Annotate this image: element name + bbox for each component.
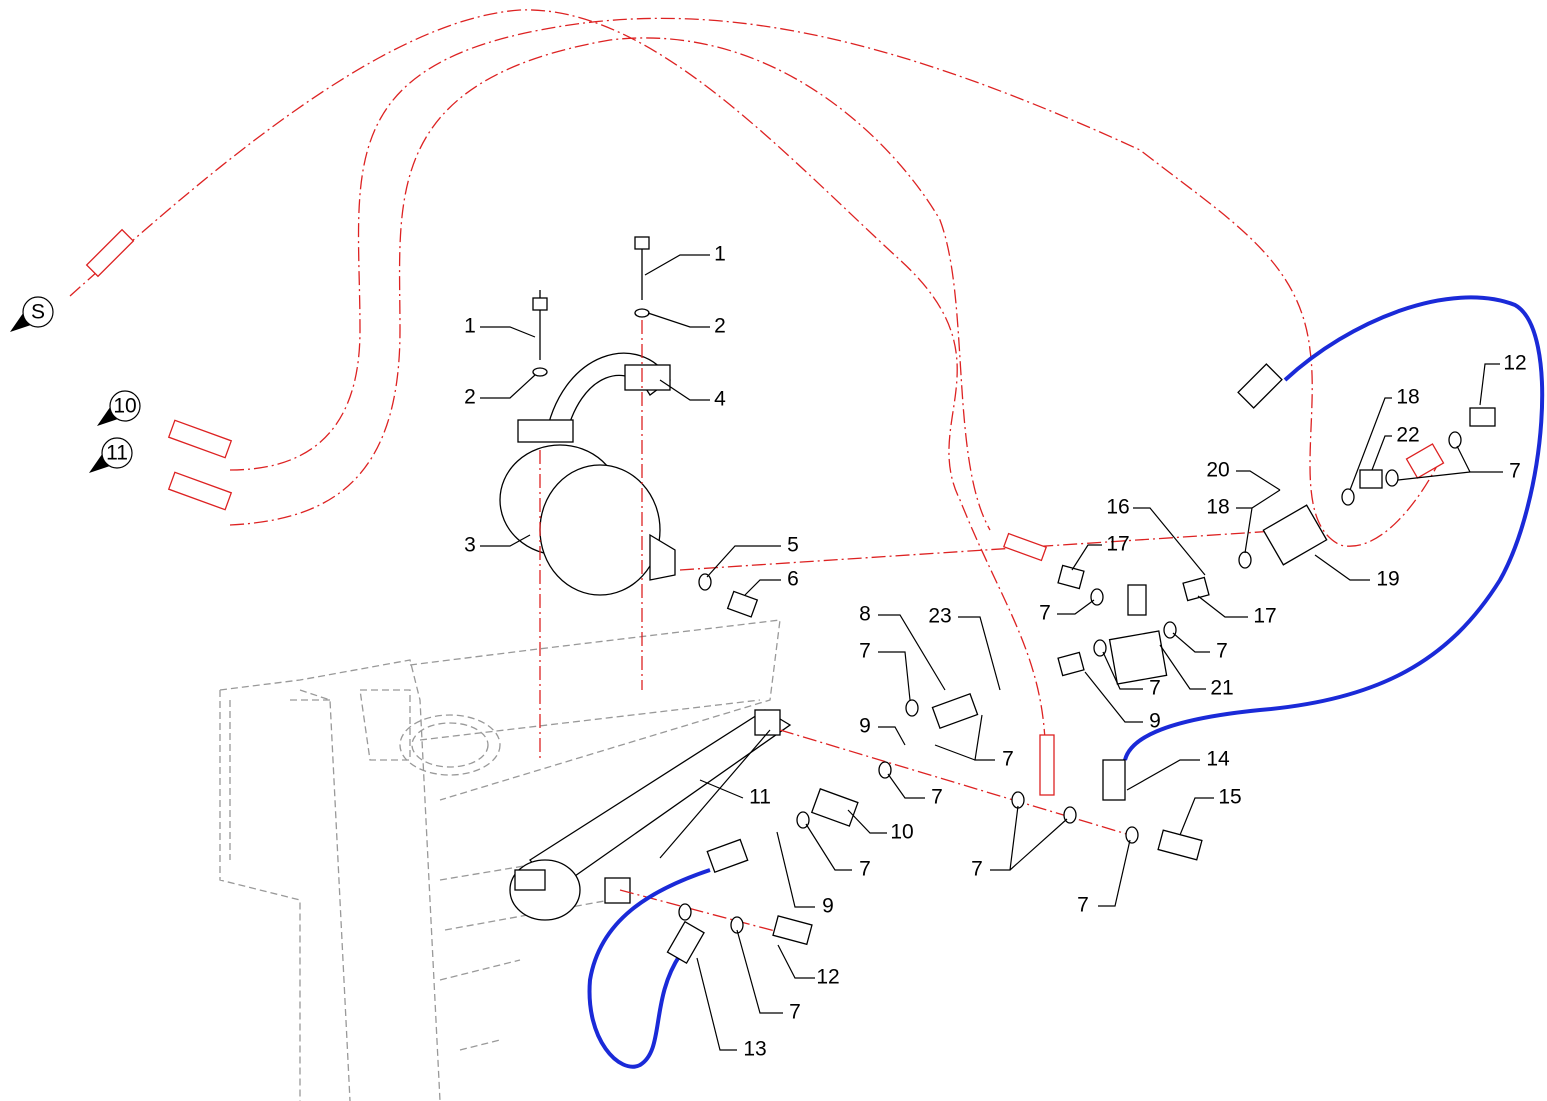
callout-label: 9: [822, 895, 834, 918]
callout-label: 7: [931, 786, 943, 809]
markers: S 10 11: [10, 296, 141, 473]
leader-line: [659, 379, 710, 401]
callout-label: 7: [1002, 748, 1014, 771]
leader-line: [744, 579, 781, 596]
callout-label: 7: [1149, 677, 1161, 700]
leader-line: [1479, 363, 1500, 406]
callout-label: 7: [1039, 602, 1051, 625]
callout-label: 14: [1206, 748, 1230, 771]
marker-circle: [101, 437, 133, 469]
fittings: [85, 228, 1496, 964]
leader-line: [1197, 595, 1248, 618]
callout-label: 12: [816, 966, 839, 989]
leader-line: [958, 616, 1001, 691]
callout-label: 6: [787, 568, 799, 591]
leader-line: [1236, 470, 1281, 491]
leader-line: [1371, 435, 1392, 471]
callout-label: 3: [464, 534, 476, 557]
leader-line: [777, 944, 815, 979]
leader-line: [878, 726, 906, 746]
marker-circle: [22, 296, 54, 328]
leader-line: [1314, 554, 1370, 581]
callout-label: 20: [1206, 459, 1229, 482]
marker-label: S: [31, 301, 45, 324]
leader-line: [1397, 445, 1503, 481]
leader-line: [887, 773, 925, 799]
leader-line: [736, 929, 783, 1014]
leader-line: [1126, 759, 1200, 791]
callout-label: 7: [971, 858, 983, 881]
callout-label: 4: [714, 388, 726, 411]
leader-line: [1098, 839, 1131, 907]
callout-label: 2: [464, 386, 476, 409]
leader-line: [847, 809, 887, 834]
callout-label: 2: [714, 315, 726, 338]
leader-line: [878, 651, 911, 701]
leader-line: [647, 312, 710, 328]
leader-line: [1349, 397, 1392, 491]
callout-label: 18: [1206, 496, 1229, 519]
leader-line: [480, 534, 531, 547]
leader-line: [776, 831, 815, 908]
leader-line: [659, 729, 771, 859]
callout-label: 21: [1210, 677, 1233, 700]
callout-label: 7: [789, 1001, 801, 1024]
callout-label: 7: [859, 858, 871, 881]
callout-label: 9: [859, 715, 871, 738]
leader-line: [706, 545, 781, 578]
frame: [219, 619, 781, 1101]
callout-label: 16: [1106, 496, 1129, 519]
callout-label: 13: [743, 1038, 766, 1061]
callout-label: 7: [1077, 894, 1089, 917]
callout-label: 23: [928, 605, 951, 628]
leader-line: [644, 254, 710, 276]
callout-label: 7: [859, 640, 871, 663]
leader-line: [990, 805, 1068, 871]
leader-line: [480, 326, 536, 338]
leader-line: [1084, 671, 1143, 723]
leader-line: [1133, 507, 1206, 576]
callout-label: 9: [1149, 710, 1161, 733]
callout-label: 8: [859, 603, 871, 626]
callout-label: 18: [1396, 386, 1419, 409]
marker-circle: [109, 390, 141, 422]
marker-label: 11: [106, 442, 128, 465]
leader-line: [1057, 599, 1095, 615]
leader-line: [878, 614, 946, 691]
callout-label: 17: [1106, 533, 1129, 556]
marker-label: 10: [113, 395, 136, 418]
callout-label: 10: [890, 821, 913, 844]
callout-label: 7: [1216, 640, 1228, 663]
motor: [499, 236, 676, 596]
callout-label: 1: [464, 315, 476, 338]
leader-line: [1102, 651, 1143, 690]
callout-label: 19: [1376, 568, 1399, 591]
leader-line: [480, 374, 536, 399]
callout-label: 17: [1253, 605, 1276, 628]
cylinder: [509, 709, 792, 921]
callout-label: 7: [1509, 460, 1521, 483]
leader-line: [1179, 797, 1214, 836]
leader-line: [1071, 544, 1102, 571]
hoses: [69, 9, 1545, 1069]
leader-line: [1236, 489, 1281, 554]
callout-label: 15: [1218, 786, 1241, 809]
callout-label: 11: [749, 786, 771, 809]
leader-line: [1172, 632, 1210, 653]
leader-line: [1159, 644, 1206, 690]
callout-label: 12: [1503, 352, 1526, 375]
leader-line: [934, 714, 995, 761]
leader-line: [805, 823, 852, 871]
callout-label: 22: [1396, 424, 1419, 447]
callout-label: 5: [787, 534, 799, 557]
leader-line: [696, 957, 737, 1051]
callout-label: 1: [714, 243, 726, 266]
